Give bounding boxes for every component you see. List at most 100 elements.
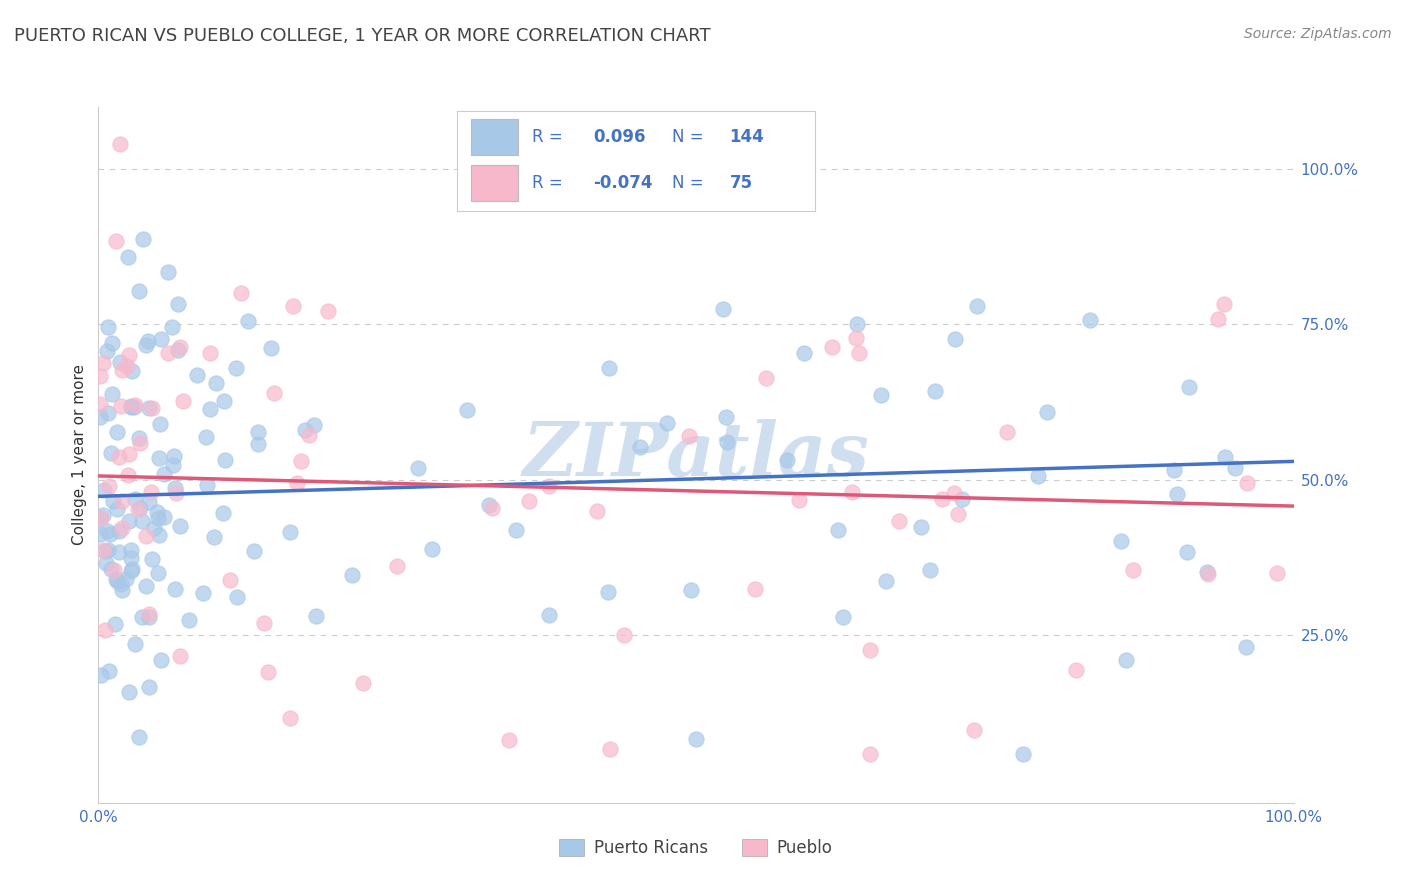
Point: [202, 530, 225, 544]
Point: [89, 368, 111, 383]
Point: [214, 452, 236, 467]
Point: [1122, 564, 1144, 578]
Point: [918, 563, 941, 577]
Point: [117, 514, 139, 528]
Point: [278, 710, 301, 724]
Point: [225, 361, 247, 376]
Point: [585, 504, 607, 518]
Point: [131, 514, 153, 528]
Point: [297, 428, 319, 442]
Point: [97, 320, 120, 334]
Point: [481, 500, 503, 515]
Point: [162, 458, 184, 472]
Point: [132, 232, 155, 246]
Point: [128, 285, 150, 299]
Point: [107, 450, 129, 464]
Point: [93, 483, 115, 497]
Point: [498, 733, 520, 747]
Point: [110, 494, 132, 508]
Point: [1178, 380, 1201, 394]
Point: [148, 528, 170, 542]
Point: [97, 542, 120, 557]
Point: [115, 572, 138, 586]
Point: [628, 440, 651, 454]
Point: [845, 331, 868, 345]
Point: [105, 502, 128, 516]
Point: [105, 572, 128, 586]
Point: [141, 401, 163, 416]
Point: [165, 486, 187, 500]
Point: [128, 431, 150, 445]
Point: [157, 346, 180, 360]
Point: [278, 524, 301, 539]
Point: [942, 485, 965, 500]
Point: [678, 428, 700, 442]
Point: [281, 299, 304, 313]
Point: [97, 479, 120, 493]
Point: [776, 452, 799, 467]
Point: [131, 609, 153, 624]
Point: [1163, 463, 1185, 477]
Point: [138, 401, 160, 416]
Point: [165, 582, 187, 596]
Point: [103, 563, 125, 577]
Point: [121, 363, 143, 377]
Point: [193, 586, 215, 600]
Point: [538, 607, 561, 622]
Point: [135, 579, 157, 593]
Y-axis label: College, 1 year or more: College, 1 year or more: [72, 365, 87, 545]
Point: [821, 339, 844, 353]
Point: [655, 416, 678, 430]
Point: [100, 562, 122, 576]
Point: [212, 506, 235, 520]
Point: [869, 387, 891, 401]
Point: [169, 649, 191, 664]
Point: [236, 314, 259, 328]
Point: [163, 449, 186, 463]
Point: [186, 368, 208, 382]
Point: [108, 524, 131, 539]
Point: [517, 493, 540, 508]
Point: [1166, 487, 1188, 501]
Point: [231, 285, 253, 300]
Point: [827, 523, 849, 537]
Point: [153, 509, 176, 524]
Point: [166, 296, 188, 310]
Point: [456, 402, 478, 417]
Point: [200, 401, 222, 416]
Point: [162, 319, 184, 334]
Point: [859, 643, 882, 657]
Point: [146, 566, 169, 580]
Point: [122, 400, 145, 414]
Point: [136, 334, 159, 348]
Point: [98, 664, 121, 678]
Point: [118, 447, 141, 461]
Point: [253, 616, 276, 631]
Point: [89, 410, 111, 425]
Point: [89, 511, 111, 525]
Point: [91, 508, 114, 523]
Point: [149, 417, 172, 432]
Point: [110, 355, 132, 369]
Point: [172, 394, 194, 409]
Point: [111, 362, 134, 376]
Point: [950, 491, 973, 506]
Point: [198, 346, 221, 360]
Point: [149, 332, 172, 346]
Point: [110, 582, 132, 597]
Point: [157, 265, 180, 279]
Point: [1197, 566, 1219, 581]
Point: [148, 450, 170, 465]
Point: [153, 467, 176, 481]
Point: [177, 613, 200, 627]
Point: [302, 417, 325, 432]
Point: [385, 559, 409, 574]
Point: [135, 338, 157, 352]
Text: Source: ZipAtlas.com: Source: ZipAtlas.com: [1244, 27, 1392, 41]
Point: [263, 386, 285, 401]
Point: [104, 234, 127, 248]
Point: [138, 607, 160, 621]
Point: [166, 343, 188, 357]
Point: [924, 384, 946, 398]
Point: [124, 398, 146, 412]
